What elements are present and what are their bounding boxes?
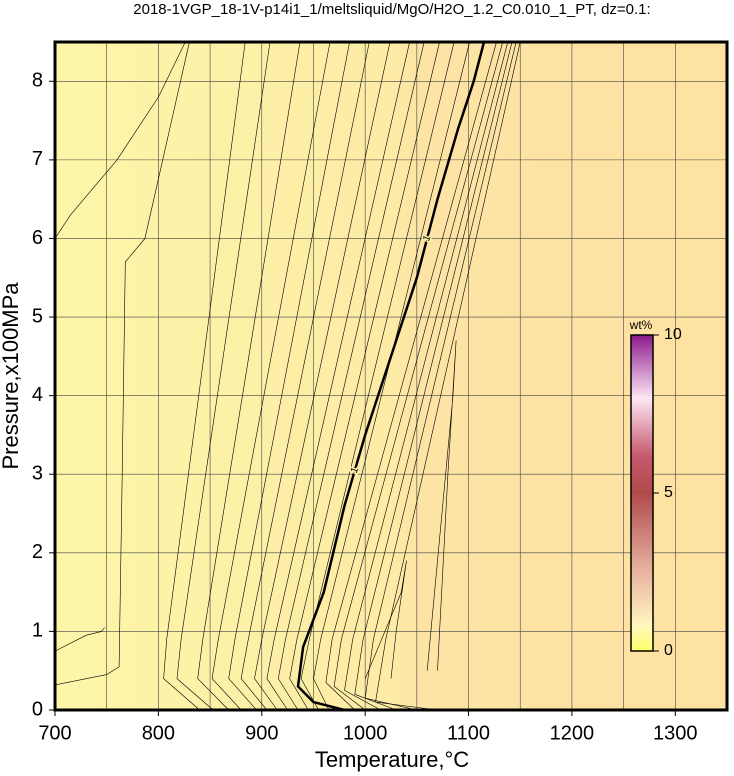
y-tick-label: 8 xyxy=(32,70,43,92)
contour-line xyxy=(54,41,190,686)
x-tick-label: 1200 xyxy=(550,722,595,744)
colorbar-tick-label: 10 xyxy=(664,326,682,343)
contour-line xyxy=(266,41,410,711)
x-tick-label: 1000 xyxy=(343,722,388,744)
x-tick-label: 900 xyxy=(245,722,278,744)
y-tick-label: 3 xyxy=(32,463,43,485)
contour-line xyxy=(325,41,497,711)
contour-line xyxy=(364,560,407,679)
colorbar-tick-label: 5 xyxy=(664,484,673,501)
contour-line xyxy=(296,41,486,712)
contour-line xyxy=(197,41,301,711)
contour-line xyxy=(228,41,350,711)
contours: 11 xyxy=(54,41,521,712)
contour-line xyxy=(426,340,457,671)
y-tick-label: 6 xyxy=(32,227,43,249)
contour-line xyxy=(300,41,455,711)
x-tick-label: 1300 xyxy=(653,722,698,744)
y-tick-label: 4 xyxy=(32,384,43,406)
colorbar-ticks: 0 5 10 xyxy=(653,326,682,659)
axes: 700 800 900 1000 1100 1200 1300 0 1 2 3 4 5 6 7 8 xyxy=(32,70,698,745)
plot-frame xyxy=(53,40,729,712)
contour-line xyxy=(54,41,186,239)
x-tick-label: 700 xyxy=(38,722,71,744)
y-tick-label: 1 xyxy=(32,620,43,642)
x-tick-label: 800 xyxy=(142,722,175,744)
contour-line xyxy=(375,41,521,711)
colorbar-tick-label: 0 xyxy=(664,642,673,659)
contour-line xyxy=(289,41,440,711)
contour-line xyxy=(163,41,246,711)
contour-line xyxy=(240,41,370,711)
colorbar-label: wt% xyxy=(629,318,653,332)
contour-line xyxy=(211,41,331,711)
contour-line xyxy=(254,41,391,711)
contour-line xyxy=(54,627,105,652)
y-tick-label: 0 xyxy=(32,698,43,720)
y-tick-label: 5 xyxy=(32,305,43,327)
x-tick-label: 1100 xyxy=(447,722,490,744)
y-tick-label: 7 xyxy=(32,148,43,170)
contour-line xyxy=(176,41,271,711)
contour-line xyxy=(344,41,509,711)
chart-title: 2018-1VGP_18-1V-p14i1_1/meltsliquid/MgO/… xyxy=(133,1,650,18)
x-axis-title: Temperature,°C xyxy=(315,747,469,772)
contour-line xyxy=(277,41,425,711)
contour-line xyxy=(333,41,503,711)
colorbar xyxy=(630,334,654,652)
y-axis-title: Pressure,x100MPa xyxy=(0,282,23,470)
y-tick-label: 2 xyxy=(32,541,43,563)
plot-area xyxy=(55,42,727,710)
